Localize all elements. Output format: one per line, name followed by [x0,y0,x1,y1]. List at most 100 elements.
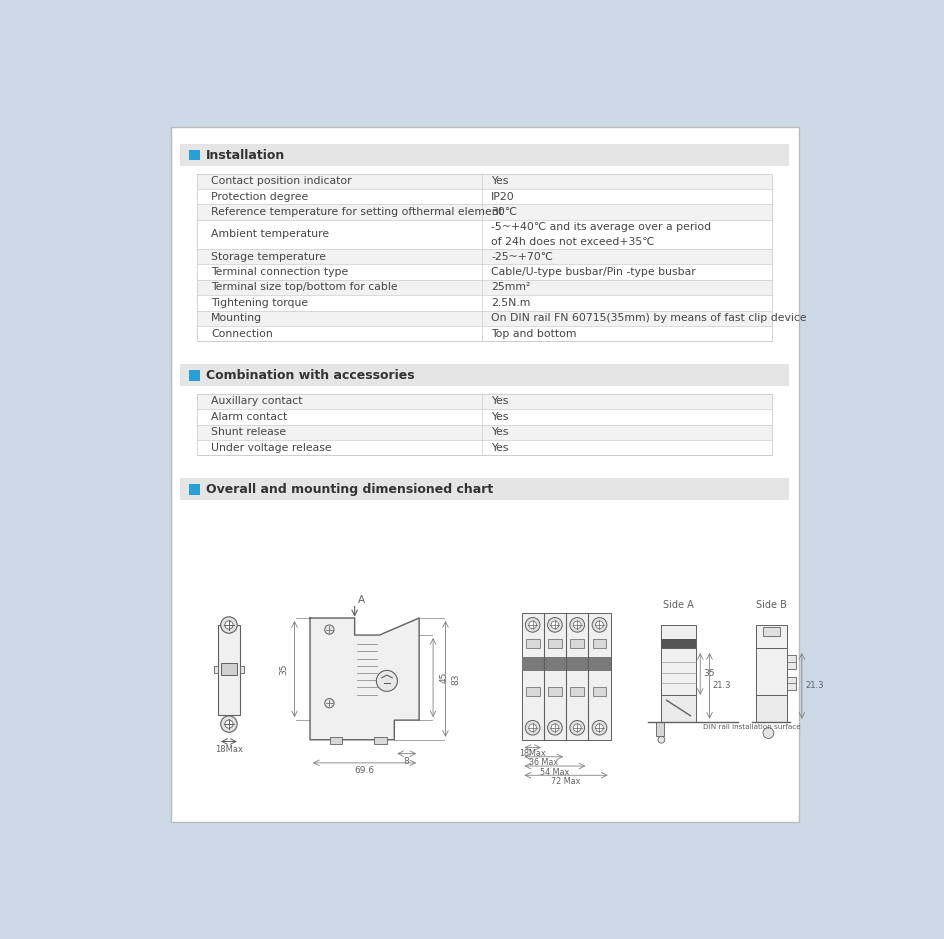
Text: Mounting: Mounting [211,314,262,323]
Circle shape [325,625,333,634]
Text: DIN rail installation surface: DIN rail installation surface [702,724,801,730]
Circle shape [221,617,237,633]
Bar [588,613,610,740]
Text: 21.3: 21.3 [804,682,822,690]
Text: 25mm²: 25mm² [491,283,530,292]
Text: Terminal connection type: Terminal connection type [211,267,348,277]
Bar [214,666,218,673]
Text: Installation: Installation [206,148,285,162]
Text: Storage temperature: Storage temperature [211,252,326,262]
Circle shape [595,621,602,629]
Text: Tightening torque: Tightening torque [211,298,308,308]
Bar [189,484,200,495]
Text: Terminal size top/bottom for cable: Terminal size top/bottom for cable [211,283,397,292]
Text: IP20: IP20 [491,192,514,202]
Bar [197,205,771,220]
Circle shape [573,724,581,731]
Bar [785,655,795,669]
Text: Side A: Side A [663,600,693,610]
Bar [197,249,771,265]
Circle shape [547,720,562,735]
Bar [521,613,543,740]
Bar [661,648,695,698]
Bar [240,666,244,673]
Text: 54 Max: 54 Max [540,767,569,777]
Bar [197,440,771,455]
Bar [655,722,663,736]
Bar [189,149,200,161]
Circle shape [569,618,584,632]
Text: 72 Max: 72 Max [550,777,581,786]
Text: -25~+70℃: -25~+70℃ [491,252,552,262]
Text: Auxillary contact: Auxillary contact [211,396,302,407]
Text: Reference temperature for setting ofthermal element: Reference temperature for setting ofther… [211,207,502,217]
Text: 30℃: 30℃ [491,207,516,217]
Circle shape [547,618,562,632]
Circle shape [225,720,233,728]
Bar [374,737,386,745]
Text: 45: 45 [439,672,447,684]
Bar [543,613,565,740]
Text: 2.5N.m: 2.5N.m [491,298,530,308]
Circle shape [525,720,539,735]
Bar [548,686,562,697]
Bar [197,220,771,249]
Bar [592,686,606,697]
Bar [197,424,771,440]
Text: 35: 35 [702,670,714,679]
Bar [197,174,771,189]
Bar [197,174,771,342]
Circle shape [762,728,773,738]
Text: 69.6: 69.6 [354,766,374,775]
Circle shape [529,621,536,629]
Bar [197,326,771,342]
Bar [197,189,771,205]
Circle shape [376,670,397,691]
Bar [661,639,695,650]
Bar [570,686,583,697]
Bar [221,663,236,675]
Bar [548,639,562,648]
Text: 8: 8 [403,757,409,765]
Bar [218,625,240,715]
Bar [525,686,539,697]
Text: Under voltage release: Under voltage release [211,442,331,453]
Bar [762,627,779,636]
Circle shape [569,720,584,735]
Bar [197,393,771,409]
Circle shape [221,716,237,732]
Bar [755,625,785,650]
Text: 36 Max: 36 Max [529,759,558,767]
Bar [592,639,606,648]
Circle shape [225,621,233,629]
Bar [197,409,771,424]
Circle shape [325,699,333,708]
Bar [570,639,583,648]
Bar [197,265,771,280]
Text: A: A [358,594,364,605]
Bar [661,625,695,650]
Circle shape [529,724,536,731]
Text: 18Max: 18Max [214,745,243,754]
Bar [171,128,798,822]
Text: 21.3: 21.3 [712,682,731,690]
Circle shape [592,720,606,735]
Text: Yes: Yes [491,396,508,407]
Bar [197,311,771,326]
Bar [521,656,610,670]
Circle shape [573,621,581,629]
Bar [180,145,788,166]
Text: 83: 83 [451,673,460,685]
Bar [661,696,695,722]
Circle shape [592,618,606,632]
Circle shape [550,724,558,731]
Text: On DIN rail FN 60715(35mm) by means of fast clip device: On DIN rail FN 60715(35mm) by means of f… [491,314,806,323]
Bar [525,639,539,648]
Text: 35: 35 [279,663,288,675]
Text: -5~+40℃ and its average over a period: -5~+40℃ and its average over a period [491,222,711,232]
Bar [565,613,588,740]
Bar [329,737,342,745]
Text: Top and bottom: Top and bottom [491,329,576,339]
Text: 18Max: 18Max [519,749,546,758]
Text: Shunt release: Shunt release [211,427,286,438]
